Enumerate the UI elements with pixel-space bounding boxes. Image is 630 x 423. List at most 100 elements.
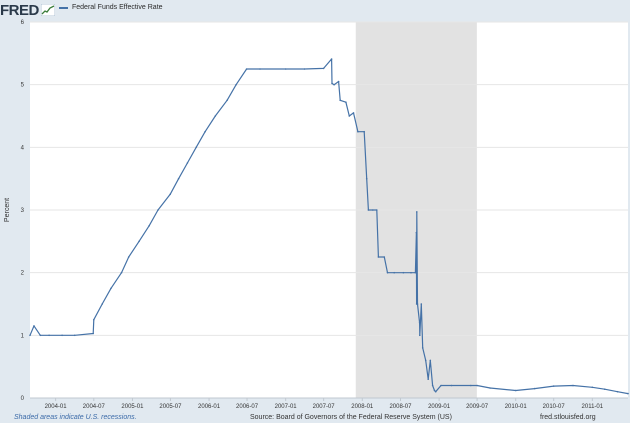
data-point-0-43 bbox=[383, 256, 386, 258]
data-point-0-41 bbox=[376, 209, 378, 211]
data-point-0-34 bbox=[348, 115, 351, 117]
fred-logo-icon bbox=[40, 4, 55, 16]
data-point-0-42 bbox=[377, 256, 380, 258]
legend-swatch bbox=[59, 6, 68, 9]
data-point-0-61 bbox=[433, 389, 436, 392]
source-note: Source: Board of Governors of the Federa… bbox=[250, 414, 452, 421]
data-point-0-63 bbox=[440, 384, 442, 387]
data-point-0-28 bbox=[330, 58, 333, 60]
data-point-0-67 bbox=[489, 387, 491, 389]
data-point-0-29 bbox=[331, 82, 333, 85]
data-point-0-69 bbox=[533, 387, 536, 390]
data-point-0-56 bbox=[421, 347, 424, 349]
x-tick-label-2005-01: 2005-01 bbox=[121, 404, 144, 410]
data-point-0-49 bbox=[415, 231, 418, 234]
y-tick-label-2: 2 bbox=[21, 271, 25, 277]
data-point-0-2 bbox=[39, 334, 42, 337]
data-point-0-38 bbox=[365, 177, 368, 180]
data-point-0-75 bbox=[627, 392, 629, 395]
data-point-0-13 bbox=[148, 224, 150, 227]
data-point-0-40 bbox=[372, 209, 374, 211]
x-tick-label-2004-07: 2004-07 bbox=[83, 404, 106, 410]
data-point-0-5 bbox=[73, 334, 76, 337]
y-tick-label-0: 0 bbox=[21, 396, 25, 402]
data-point-0-3 bbox=[48, 334, 50, 337]
data-point-0-47 bbox=[410, 271, 412, 274]
data-point-0-37 bbox=[363, 130, 366, 133]
data-point-0-21 bbox=[226, 99, 228, 102]
data-point-0-33 bbox=[345, 101, 347, 103]
data-point-0-15 bbox=[169, 193, 171, 196]
data-point-0-52 bbox=[416, 303, 419, 305]
data-point-0-31 bbox=[337, 80, 340, 83]
data-point-0-54 bbox=[419, 334, 421, 337]
data-point-0-16 bbox=[177, 177, 180, 180]
data-point-0-6 bbox=[92, 332, 94, 335]
data-point-0-72 bbox=[591, 386, 594, 389]
recession-note: Shaded areas indicate U.S. recessions. bbox=[14, 414, 137, 421]
y-tick-label-5: 5 bbox=[21, 83, 25, 89]
data-point-0-48 bbox=[414, 271, 417, 274]
data-point-0-20 bbox=[214, 115, 217, 117]
data-point-0-71 bbox=[572, 384, 574, 387]
data-point-0-57 bbox=[424, 359, 427, 362]
y-tick-label-1: 1 bbox=[21, 333, 25, 339]
data-point-0-64 bbox=[450, 384, 453, 387]
chart-legend: Federal Funds Effective Rate bbox=[59, 4, 163, 11]
x-tick-label-2006-01: 2006-01 bbox=[198, 404, 221, 410]
data-point-0-62 bbox=[434, 390, 437, 393]
y-tick-label-6: 6 bbox=[21, 20, 25, 26]
x-tick-label-2004-01: 2004-01 bbox=[45, 404, 68, 410]
data-point-0-1 bbox=[33, 325, 35, 327]
data-point-0-59 bbox=[429, 359, 432, 362]
data-point-0-24 bbox=[259, 68, 261, 70]
data-point-0-17 bbox=[186, 162, 189, 164]
data-point-0-73 bbox=[603, 388, 606, 391]
fred-logo[interactable]: FRED bbox=[0, 1, 55, 19]
data-point-0-9 bbox=[110, 287, 112, 290]
data-point-0-51 bbox=[416, 211, 418, 213]
x-tick-label-2007-07: 2007-07 bbox=[313, 404, 336, 410]
data-point-0-22 bbox=[235, 83, 237, 86]
x-tick-label-2006-07: 2006-07 bbox=[236, 404, 259, 410]
data-point-0-45 bbox=[393, 271, 396, 274]
site-link[interactable]: fred.stlouisfed.org bbox=[540, 414, 596, 421]
data-point-0-36 bbox=[357, 130, 359, 133]
data-point-0-18 bbox=[195, 146, 197, 149]
x-tick-label-2011-01: 2011-01 bbox=[582, 404, 604, 410]
data-point-0-12 bbox=[138, 240, 140, 243]
data-point-0-35 bbox=[352, 112, 355, 114]
data-point-0-44 bbox=[386, 271, 389, 274]
data-point-0-66 bbox=[476, 384, 478, 387]
data-point-0-60 bbox=[431, 384, 434, 387]
data-point-0-10 bbox=[120, 271, 123, 274]
x-tick-label-2009-01: 2009-01 bbox=[428, 404, 451, 410]
data-point-0-27 bbox=[322, 67, 325, 70]
x-tick-label-2008-01: 2008-01 bbox=[351, 404, 374, 410]
data-point-0-32 bbox=[339, 99, 342, 102]
data-point-0-30 bbox=[333, 83, 335, 86]
data-point-0-26 bbox=[303, 68, 306, 70]
y-axis-title: Percent bbox=[4, 198, 11, 222]
data-point-0-39 bbox=[367, 209, 370, 211]
x-tick-label-2008-07: 2008-07 bbox=[389, 404, 412, 410]
data-point-0-65 bbox=[470, 384, 472, 387]
data-point-0-58 bbox=[427, 378, 430, 381]
data-point-0-23 bbox=[245, 68, 248, 70]
data-point-0-8 bbox=[101, 303, 103, 305]
data-point-0-14 bbox=[157, 209, 159, 211]
data-point-0-70 bbox=[552, 385, 555, 387]
data-point-0-55 bbox=[420, 303, 423, 305]
data-point-0-46 bbox=[402, 271, 405, 274]
data-point-0-0 bbox=[29, 334, 31, 337]
legend-label: Federal Funds Effective Rate bbox=[72, 4, 163, 11]
x-tick-label-2010-01: 2010-01 bbox=[505, 404, 528, 410]
x-tick-label-2010-07: 2010-07 bbox=[543, 404, 566, 410]
data-point-0-53 bbox=[418, 322, 421, 324]
chart-header: FRED Federal Funds Effective Rate bbox=[0, 0, 630, 20]
data-point-0-68 bbox=[514, 389, 517, 392]
x-tick-label-2009-07: 2009-07 bbox=[466, 404, 489, 410]
data-point-0-4 bbox=[61, 334, 63, 337]
